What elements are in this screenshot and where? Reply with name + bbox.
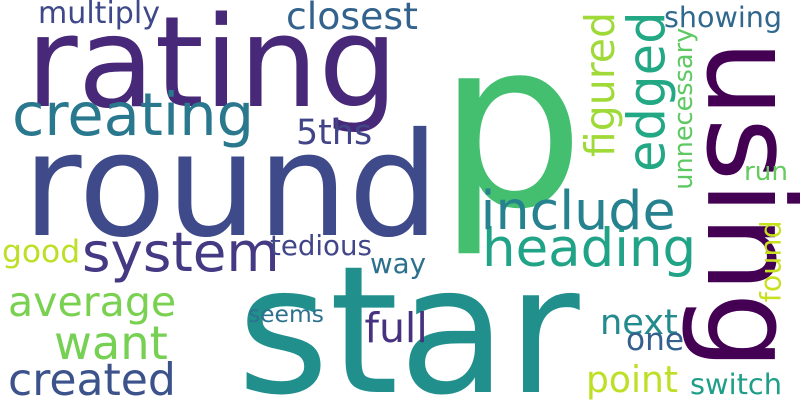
word-figured: figured [575, 11, 624, 157]
word-point: point [586, 359, 679, 400]
word-showing: showing [664, 0, 782, 34]
word-closest: closest [286, 0, 418, 38]
word-created: created [8, 355, 176, 400]
word-way: way [370, 247, 427, 280]
word-edged: edged [617, 10, 678, 172]
word-average: average [8, 277, 177, 326]
word-seems: seems [248, 299, 324, 328]
word-tedious: tedious [270, 229, 372, 262]
word-include: include [480, 179, 676, 242]
word-unnecessary: unnecessary [669, 27, 700, 190]
word-creating: creating [12, 79, 255, 149]
word-round: round [22, 102, 440, 269]
word-star: star [237, 227, 580, 400]
word-want: want [54, 316, 168, 370]
word-using: using [679, 40, 800, 371]
word-switch: switch [690, 366, 783, 400]
word-found: found [753, 219, 788, 302]
word-5ths: 5ths [296, 112, 373, 153]
word-heading: heading [482, 217, 697, 279]
word-full: full [364, 303, 428, 352]
word-p: p [437, 0, 585, 260]
word-one: one [626, 321, 685, 358]
word-next: next [600, 301, 678, 343]
word-multiply: multiply [38, 0, 160, 31]
word-rating: rating [26, 0, 399, 136]
word-run: run [744, 157, 788, 187]
word-good: good [2, 233, 81, 270]
word-system: system [82, 219, 280, 284]
